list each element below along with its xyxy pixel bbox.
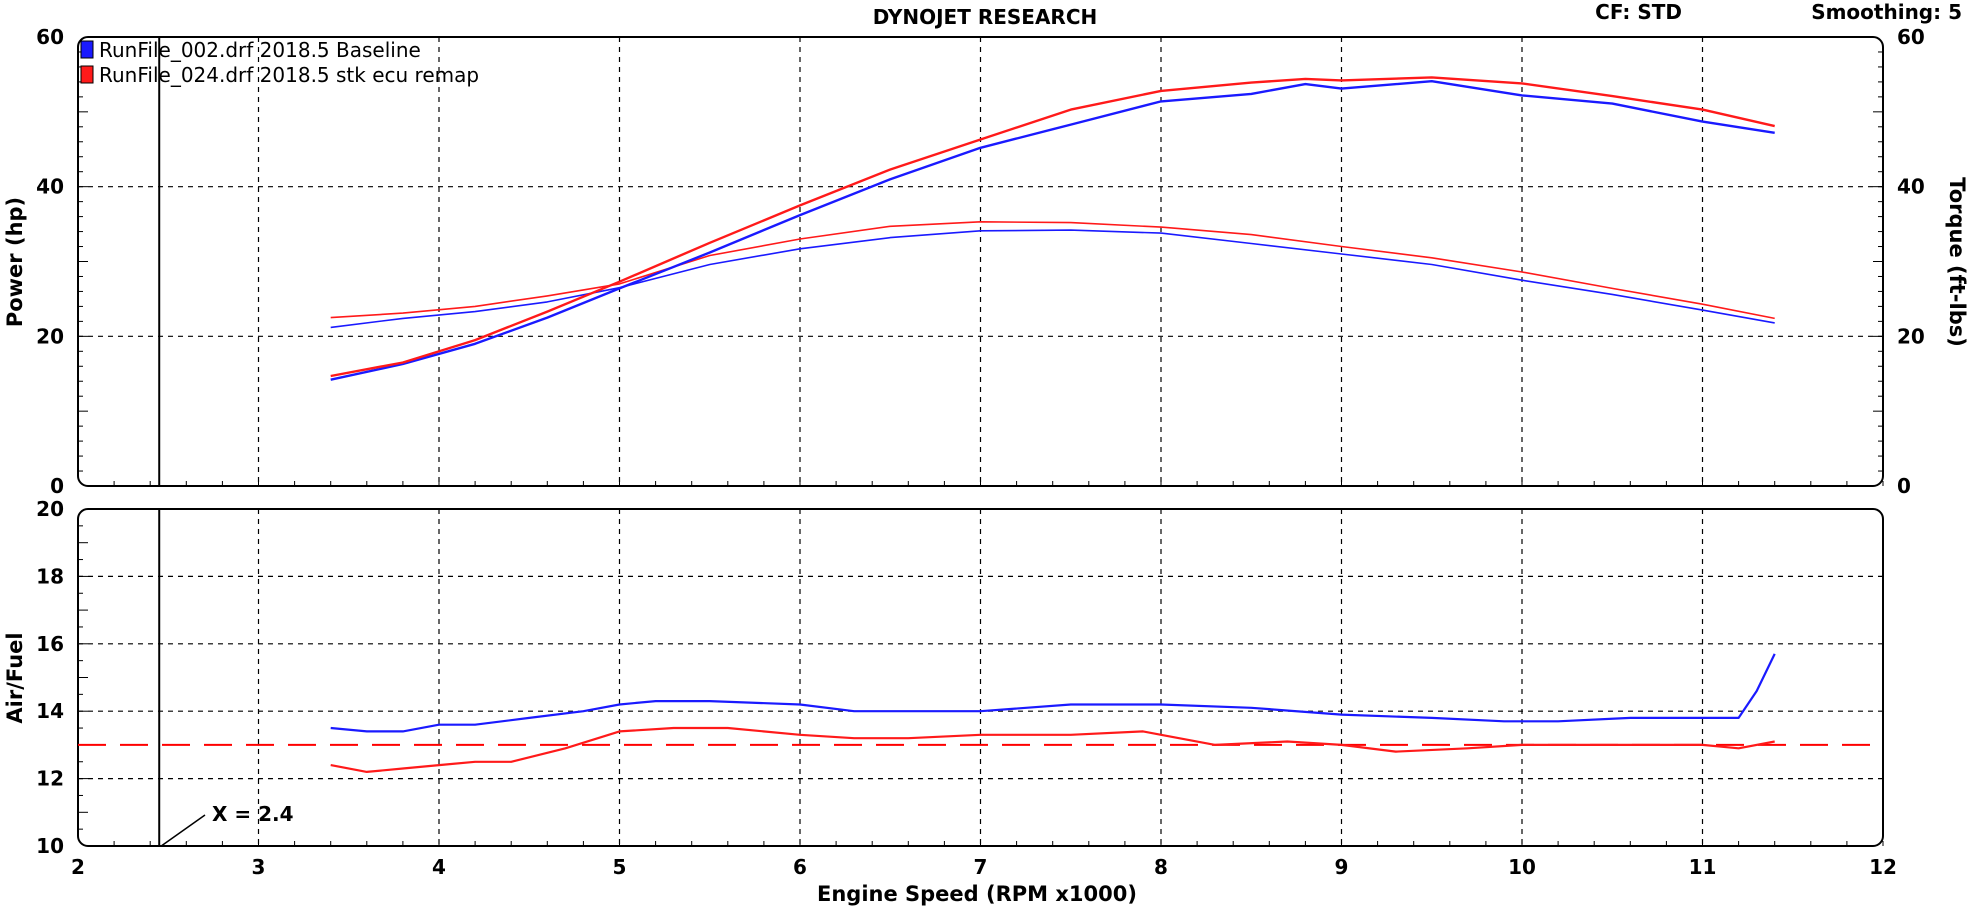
rpm-tick-label: 2 <box>71 855 85 879</box>
power-tick-label: 60 <box>36 25 64 49</box>
air-fuel-tick-label: 10 <box>36 834 64 858</box>
power-tick-label: 20 <box>36 324 64 348</box>
smoothing-label: Smoothing: 5 <box>1811 0 1962 24</box>
legend: RunFile_002.drf 2018.5 Baseline RunFile_… <box>80 38 479 87</box>
legend-swatch-remap <box>80 65 94 84</box>
rpm-tick-label: 9 <box>1335 855 1349 879</box>
rpm-tick-label: 11 <box>1689 855 1717 879</box>
power-line-remap <box>330 76 1775 378</box>
legend-label-remap: RunFile_024.drf 2018.5 stk ecu remap <box>99 63 479 87</box>
torque-tick-label: 60 <box>1897 25 1925 49</box>
afr-line-baseline <box>330 653 1776 733</box>
air-fuel-tick-label: 18 <box>36 564 64 588</box>
chart-title: DYNOJET RESEARCH <box>873 5 1098 29</box>
legend-swatch-baseline <box>80 40 94 59</box>
torque-tick-label: 40 <box>1897 175 1925 199</box>
torque-line-remap <box>330 221 1775 320</box>
rpm-tick-label: 6 <box>793 855 807 879</box>
rpm-tick-label: 10 <box>1508 855 1536 879</box>
rpm-tick-label: 3 <box>252 855 266 879</box>
afr-line-remap <box>330 726 1775 774</box>
rpm-tick-label: 4 <box>432 855 446 879</box>
rpm-tick-label: 5 <box>613 855 627 879</box>
cf-label: CF: STD <box>1595 0 1682 24</box>
air-fuel-tick-label: 20 <box>36 497 64 521</box>
air-fuel-tick-label: 14 <box>36 699 64 723</box>
torque-tick-label: 0 <box>1897 474 1911 498</box>
legend-label-baseline: RunFile_002.drf 2018.5 Baseline <box>99 38 421 62</box>
rpm-tick-label: 8 <box>1154 855 1168 879</box>
torque-axis-title: Torque (ft-lbs) <box>1945 177 1969 347</box>
air-fuel-tick-label: 16 <box>36 632 64 656</box>
cursor-label: X = 2.4 <box>212 802 294 826</box>
rpm-tick-label: 12 <box>1869 855 1897 879</box>
air-fuel-tick-label: 12 <box>36 767 64 791</box>
power-line-baseline <box>330 79 1775 381</box>
power-tick-label: 40 <box>36 175 64 199</box>
cursor-leader <box>160 814 206 847</box>
power-axis-title: Power (hp) <box>3 197 27 327</box>
torque-line-baseline <box>330 229 1775 329</box>
rpm-tick-label: 7 <box>974 855 988 879</box>
torque-tick-label: 20 <box>1897 324 1925 348</box>
power-tick-label: 0 <box>50 474 64 498</box>
air-fuel-axis-title: Air/Fuel <box>3 632 27 723</box>
x-axis-title: Engine Speed (RPM x1000) <box>817 882 1137 906</box>
